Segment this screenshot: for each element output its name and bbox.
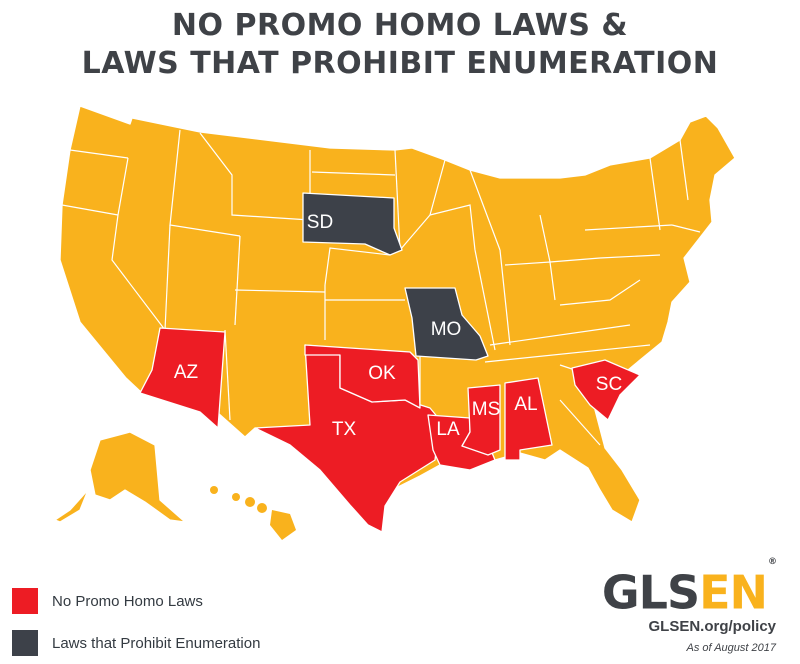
state-label-ms: MS [472,399,501,420]
state-label-az: AZ [174,362,199,383]
state-label-sc: SC [596,374,622,395]
alaska-shape [89,431,186,523]
state-label-ok: OK [368,363,396,384]
map-title-line-2: LAWS THAT PROHIBIT ENUMERATION [81,46,719,81]
legend-item-prohibit-enumeration: Laws that Prohibit Enumeration [12,630,260,656]
alaska-chain [54,489,89,523]
legend-label-no-promo-homo: No Promo Homo Laws [52,592,203,610]
as-of-date: As of August 2017 [686,642,777,654]
state-sc [571,359,641,421]
state-sd [302,192,403,256]
state-label-mo: MO [431,319,462,340]
map-title-line-1: NO PROMO HOMO LAWS & [171,8,629,43]
state-al [504,377,553,461]
glsen-logo: GLSEN® [601,557,777,620]
legend-swatch-prohibit-enumeration [12,630,38,656]
logo-text-en: EN [699,565,768,620]
state-mo [404,287,489,361]
registered-mark: ® [768,557,777,567]
state-az [139,327,226,429]
legend-label-prohibit-enumeration: Laws that Prohibit Enumeration [52,634,261,652]
hawaii-islands [210,486,296,540]
state-label-la: LA [436,419,460,440]
policy-url-link[interactable]: GLSEN.org/policy [648,618,776,635]
state-label-al: AL [514,394,537,415]
state-label-tx: TX [332,419,357,440]
state-label-sd: SD [307,212,333,233]
legend-swatch-no-promo-homo [12,588,38,614]
logo-text-gls: GLS [601,565,700,620]
legend-item-no-promo-homo: No Promo Homo Laws [12,588,203,614]
state-ms [461,384,501,456]
state-ok [304,344,421,409]
